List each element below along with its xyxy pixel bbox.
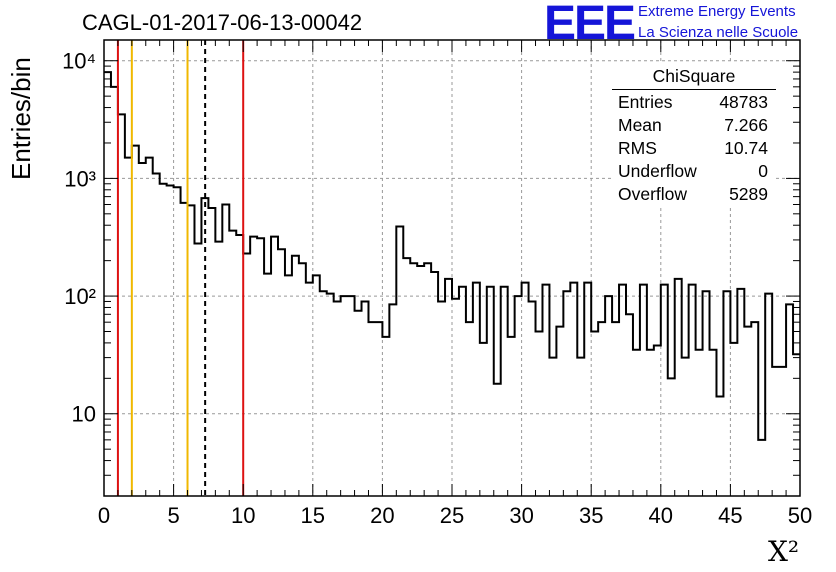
x-tick-label: 35 [579, 503, 603, 528]
stats-value: 5289 [729, 184, 768, 204]
stats-value: 0 [758, 161, 768, 181]
chart-title: CAGL-01-2017-06-13-00042 [82, 10, 363, 35]
x-axis-label: X² [768, 535, 800, 568]
stats-key: Entries [618, 92, 673, 112]
stats-key: Underflow [618, 161, 697, 181]
stats-key: RMS [618, 138, 657, 158]
x-tick-label: 30 [509, 503, 533, 528]
stats-title: ChiSquare [652, 66, 736, 86]
stats-key: Overflow [618, 184, 688, 204]
x-tick-label: 50 [788, 503, 812, 528]
stats-value: 7.266 [724, 115, 768, 135]
stats-box: ChiSquare Entries 48783 Mean 7.266 RMS 1… [612, 64, 776, 208]
x-tick-label: 15 [301, 503, 325, 528]
x-tick-label: 40 [649, 503, 673, 528]
stats-row-underflow: Underflow 0 [618, 161, 770, 183]
y-tick-label: 10 [72, 402, 96, 427]
stats-row-mean: Mean 7.266 [618, 115, 770, 137]
x-tick-label: 25 [440, 503, 464, 528]
logo-line-1: Extreme Energy Events [638, 3, 796, 20]
x-tick-label: 45 [718, 503, 742, 528]
logo-line-2: La Scienza nelle Scuole [638, 24, 799, 41]
stats-value: 48783 [719, 92, 768, 112]
stats-divider [612, 89, 776, 90]
stats-key: Mean [618, 115, 662, 135]
histogram-line [104, 71, 800, 441]
y-tick-label: 10⁴ [62, 49, 96, 74]
x-tick-label: 5 [167, 503, 179, 528]
x-tick-label: 0 [98, 503, 110, 528]
y-tick-label: 10³ [64, 166, 96, 191]
eee-logo: EEE [544, 0, 636, 50]
x-tick-label: 20 [370, 503, 394, 528]
stats-row-overflow: Overflow 5289 [618, 184, 770, 206]
y-tick-label: 10² [64, 284, 96, 309]
stats-row-entries: Entries 48783 [618, 92, 770, 114]
stats-row-rms: RMS 10.74 [618, 138, 770, 160]
x-tick-label: 10 [231, 503, 255, 528]
stats-value: 10.74 [724, 138, 768, 158]
